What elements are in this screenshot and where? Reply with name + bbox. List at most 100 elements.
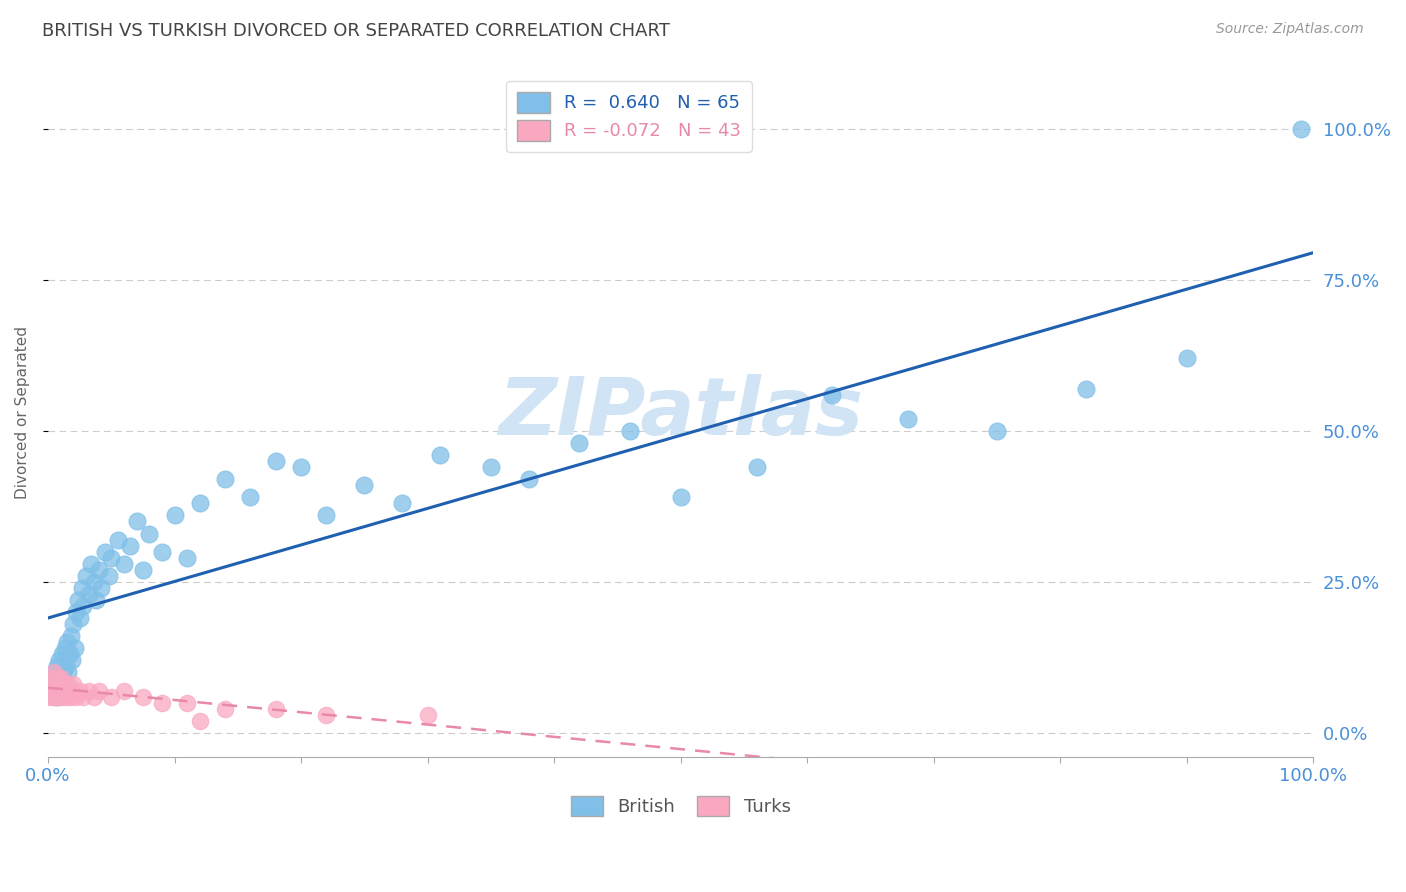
Point — [84, 593, 107, 607]
Point — [83, 690, 105, 704]
Point — [97, 569, 120, 583]
Point — [41, 677, 63, 691]
Y-axis label: Divorced or Separated: Divorced or Separated — [15, 326, 30, 500]
Point — [264, 454, 287, 468]
Point — [59, 683, 82, 698]
Point — [53, 641, 76, 656]
Point — [67, 593, 90, 607]
Point — [77, 587, 100, 601]
Point — [479, 460, 502, 475]
Point — [48, 653, 70, 667]
Point — [107, 533, 129, 547]
Point — [290, 460, 312, 475]
Point — [70, 581, 93, 595]
Point — [429, 448, 451, 462]
Point — [94, 544, 117, 558]
Point — [568, 436, 591, 450]
Point — [125, 515, 148, 529]
Point — [48, 690, 70, 704]
Point — [55, 659, 77, 673]
Point — [51, 690, 73, 704]
Point — [45, 677, 67, 691]
Point — [90, 581, 112, 595]
Point — [120, 539, 142, 553]
Point — [39, 677, 62, 691]
Point — [62, 617, 84, 632]
Point — [45, 683, 67, 698]
Text: BRITISH VS TURKISH DIVORCED OR SEPARATED CORRELATION CHART: BRITISH VS TURKISH DIVORCED OR SEPARATED… — [42, 22, 671, 40]
Point — [49, 672, 72, 686]
Point — [77, 683, 100, 698]
Point — [1175, 351, 1198, 366]
Point — [41, 672, 63, 686]
Point — [315, 508, 337, 523]
Point — [214, 472, 236, 486]
Point — [87, 683, 110, 698]
Point — [353, 478, 375, 492]
Point — [619, 424, 641, 438]
Point — [69, 683, 91, 698]
Point — [58, 690, 80, 704]
Point — [264, 701, 287, 715]
Point — [391, 496, 413, 510]
Point — [58, 648, 80, 662]
Point — [59, 629, 82, 643]
Text: Source: ZipAtlas.com: Source: ZipAtlas.com — [1216, 22, 1364, 37]
Point — [72, 599, 94, 613]
Point — [65, 690, 87, 704]
Point — [39, 683, 62, 698]
Point — [100, 690, 122, 704]
Point — [176, 696, 198, 710]
Point — [188, 496, 211, 510]
Point — [239, 490, 262, 504]
Legend: British, Turks: British, Turks — [564, 789, 799, 823]
Point — [821, 387, 844, 401]
Point — [56, 683, 79, 698]
Point — [44, 665, 66, 680]
Point — [62, 677, 84, 691]
Point — [42, 690, 65, 704]
Point — [60, 653, 83, 667]
Point — [46, 672, 69, 686]
Point — [315, 707, 337, 722]
Point — [83, 574, 105, 589]
Point — [45, 659, 67, 673]
Point — [55, 690, 77, 704]
Point — [51, 648, 73, 662]
Point — [669, 490, 692, 504]
Point — [112, 557, 135, 571]
Point — [112, 683, 135, 698]
Point — [132, 690, 155, 704]
Point — [138, 526, 160, 541]
Point — [49, 683, 72, 698]
Point — [51, 677, 73, 691]
Point — [45, 690, 67, 704]
Point — [897, 411, 920, 425]
Point — [44, 677, 66, 691]
Point — [48, 677, 70, 691]
Point — [49, 672, 72, 686]
Point — [163, 508, 186, 523]
Point — [72, 690, 94, 704]
Point — [45, 690, 67, 704]
Point — [52, 683, 75, 698]
Point — [517, 472, 540, 486]
Point — [45, 672, 67, 686]
Point — [150, 696, 173, 710]
Point — [56, 635, 79, 649]
Point — [1074, 382, 1097, 396]
Point — [58, 677, 80, 691]
Point — [52, 665, 75, 680]
Point — [87, 563, 110, 577]
Point — [188, 714, 211, 728]
Point — [745, 460, 768, 475]
Point — [986, 424, 1008, 438]
Point — [41, 672, 63, 686]
Point — [42, 683, 65, 698]
Text: ZIPatlas: ZIPatlas — [498, 374, 863, 451]
Point — [80, 557, 103, 571]
Point — [132, 563, 155, 577]
Point — [416, 707, 439, 722]
Point — [53, 677, 76, 691]
Point — [100, 550, 122, 565]
